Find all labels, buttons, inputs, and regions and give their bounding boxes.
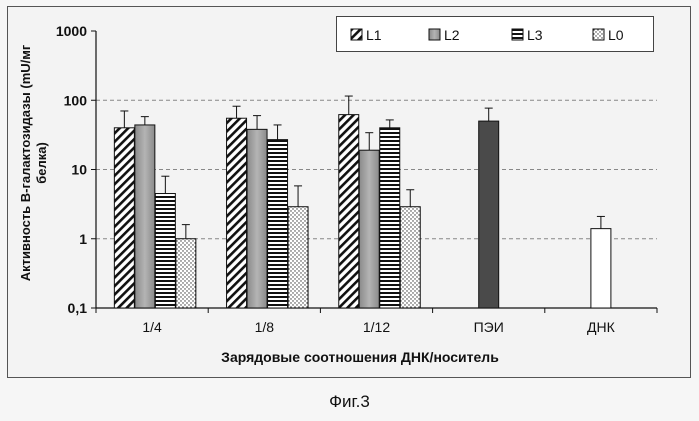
chart: 0,1 1 10 100 1000 1/4 1/8 1/12 ПЭИ ДНК Активность… [18,23,658,365]
bar-l3 [154,193,176,309]
x-tick-label: ПЭИ [474,319,504,335]
bar-l3 [267,139,289,309]
legend: L1 L2 L3 L0 [336,16,654,52]
legend-label-l1: L1 [366,27,382,43]
bars [113,95,612,309]
axis-labels: 0,1 1 10 100 1000 1/4 1/8 1/12 ПЭИ ДНК [56,23,616,335]
legend-swatch-l3 [511,28,524,41]
legend-label-l3: L3 [527,27,543,43]
y-tick-label: 100 [64,92,88,108]
x-tick-label: 1/8 [255,319,275,335]
bar-l0 [287,206,309,309]
x-tick-label: 1/12 [363,319,390,335]
bar-l2 [358,149,380,309]
legend-label-l0: L0 [608,27,624,43]
bar-l3 [379,127,401,309]
bar-l0 [175,238,197,309]
legend-swatch-l0 [592,28,605,41]
y-axis-label-line1: Активность B-галактозидазы (mU/мг [18,44,33,281]
legend-label-l2: L2 [444,27,460,43]
y-tick-label: 10 [71,162,87,178]
bar-l2 [246,128,268,309]
x-tick-label: ДНК [587,319,616,335]
y-axis-label-line2: белка) [34,142,49,184]
y-tick-label: 0,1 [68,300,88,316]
bar-l1 [113,127,135,309]
x-axis-label: Зарядовые соотношения ДНК/носитель [221,349,499,365]
legend-swatch-l2 [428,28,441,41]
x-tick-label: 1/4 [142,319,162,335]
bar-l1 [226,117,248,309]
legend-swatch-l1 [350,28,363,41]
bar-l2 [134,124,156,309]
y-tick-label: 1000 [56,23,87,39]
figure-caption: Фиг.3 [329,392,370,411]
y-tick-label: 1 [79,231,87,247]
bar-extra [590,228,612,309]
bar-extra [478,120,500,309]
bar-l0 [399,206,421,309]
bar-l1 [338,114,360,309]
